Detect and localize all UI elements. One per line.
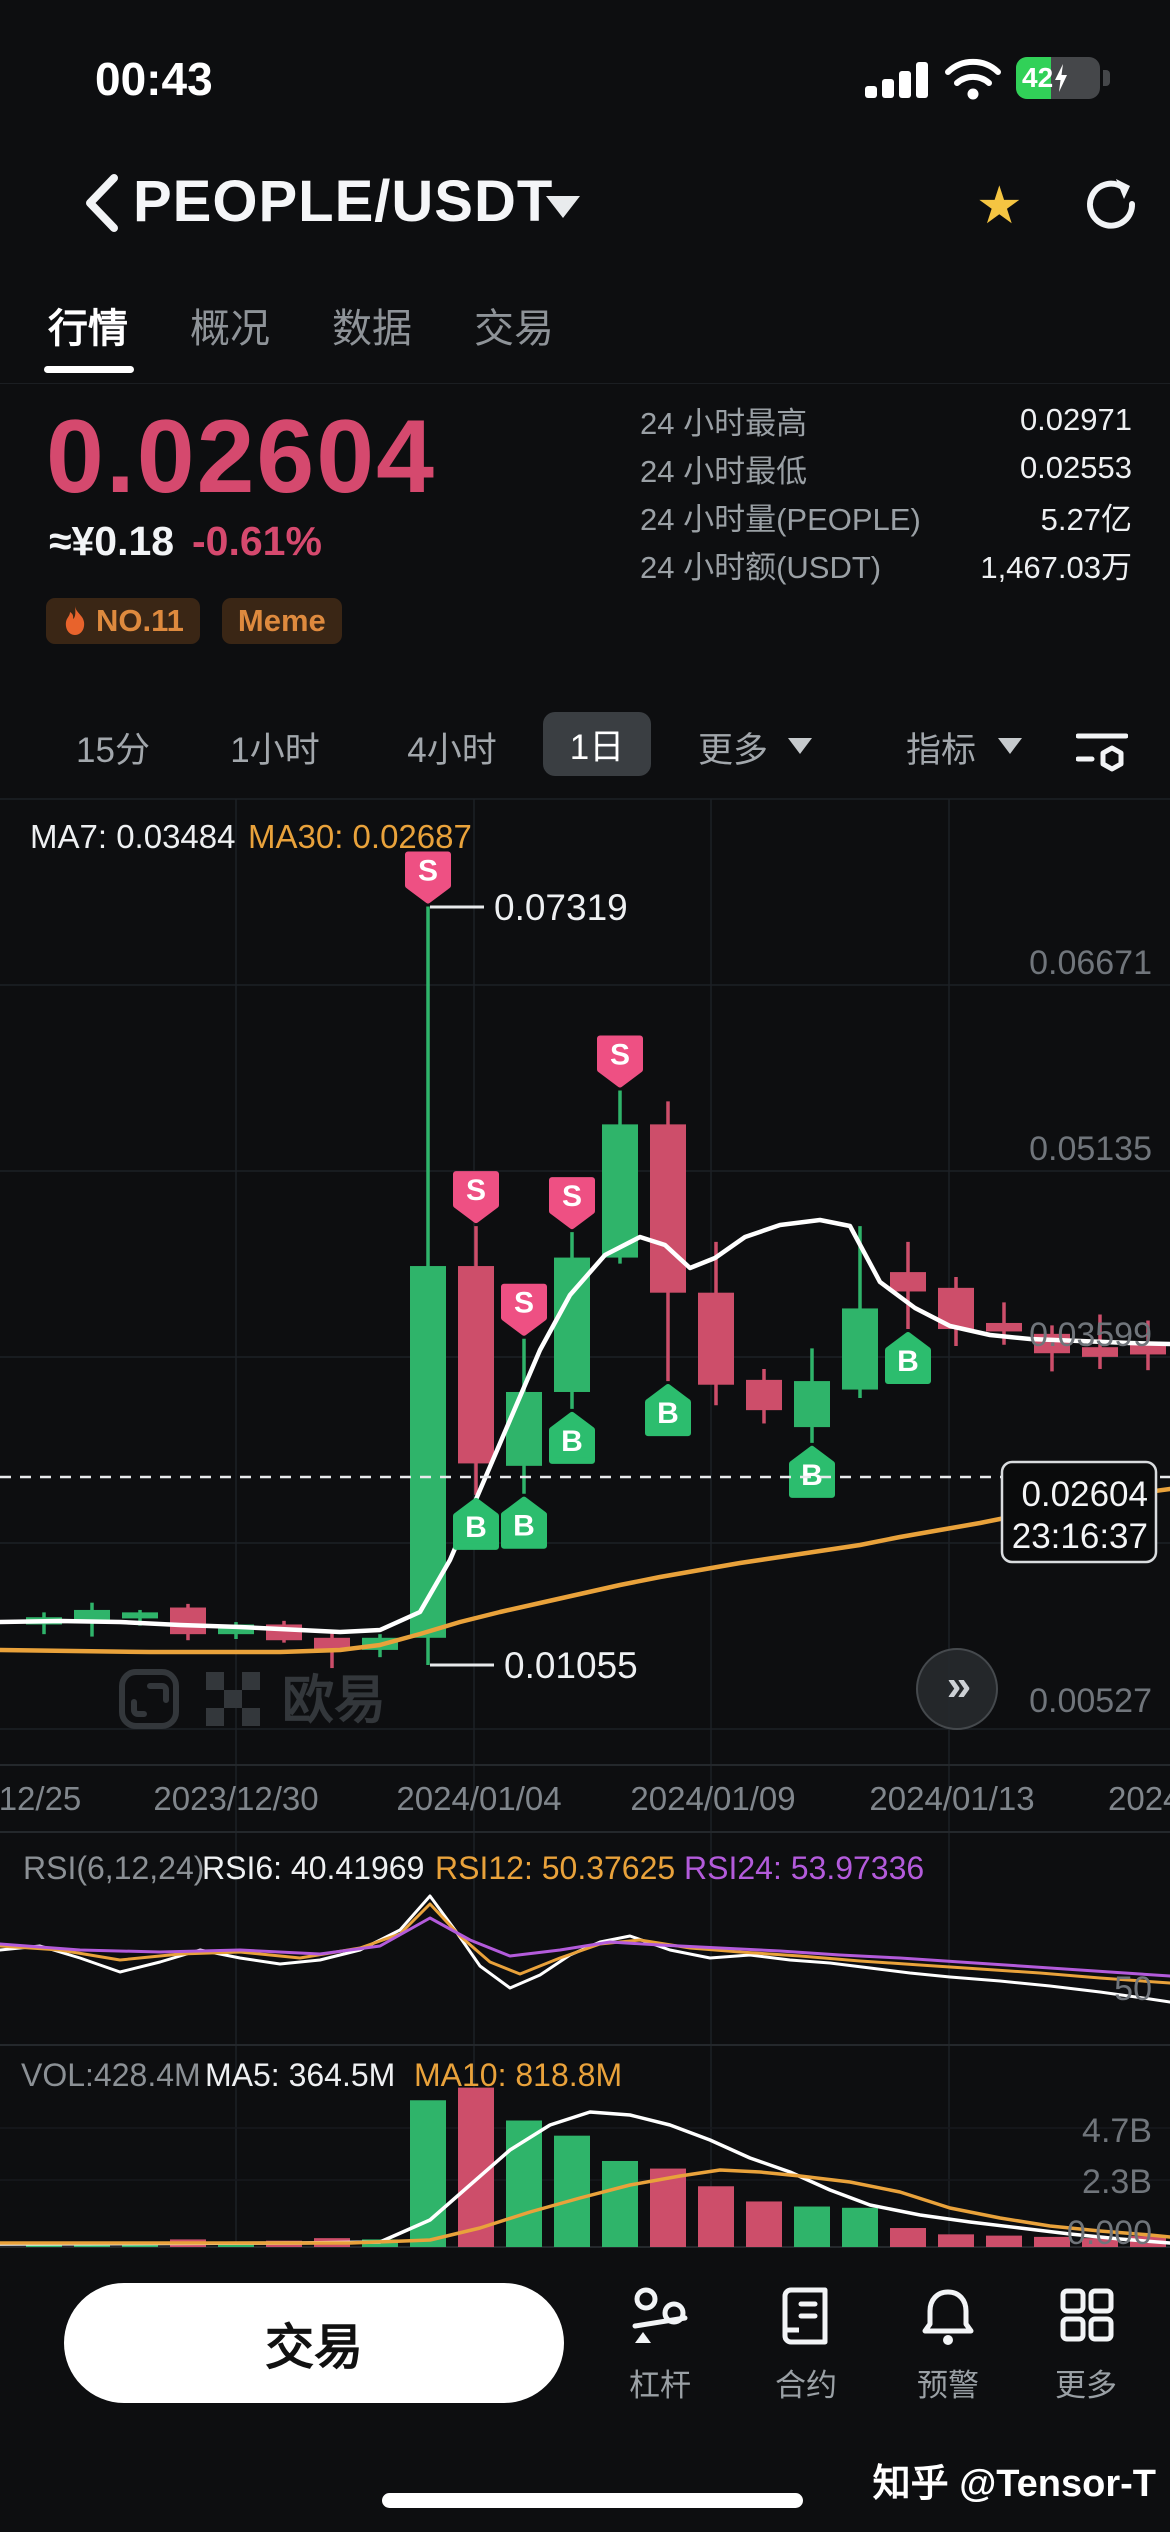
- ma7-legend: MA7: 0.03484: [30, 818, 235, 855]
- refresh-icon[interactable]: [1082, 176, 1142, 232]
- rsi6-legend: RSI6: 40.41969: [202, 1850, 424, 1886]
- vol-axis-label: 4.7B: [1082, 2112, 1152, 2150]
- bell-icon: [922, 2289, 974, 2345]
- watermark-brand: 欧易: [282, 1672, 386, 1730]
- last-price: 0.02604: [46, 399, 436, 515]
- page-title: PEOPLE/USDT: [133, 169, 554, 234]
- clock: 00:43: [95, 53, 213, 105]
- wifi-icon: [945, 58, 1001, 100]
- back-button[interactable]: [78, 172, 128, 234]
- x-label: 2024/01/09: [630, 1780, 795, 1817]
- tab-trade[interactable]: 交易: [474, 307, 554, 351]
- stat-row: 24 小时最高 0.02971: [640, 402, 1132, 441]
- stats-24h: 24 小时最高 0.02971 24 小时最低 0.02553 24 小时量(PEO…: [640, 396, 1132, 588]
- tab-overview[interactable]: 概况: [190, 307, 270, 351]
- cellular-signal-icon: [865, 60, 931, 98]
- vol-ma10-legend: MA10: 818.8M: [414, 2057, 622, 2093]
- indicator-caret-icon: [998, 738, 1022, 754]
- svg-text:B: B: [561, 1425, 583, 1458]
- stat-row: 24 小时最低 0.02553: [640, 450, 1132, 489]
- svg-text:S: S: [514, 1287, 534, 1320]
- battery-icon: 42: [1016, 57, 1100, 99]
- favorite-star-icon[interactable]: ★: [976, 177, 1023, 235]
- scroll-to-latest-button[interactable]: »: [916, 1648, 998, 1730]
- rsi12-legend: RSI12: 50.37625: [435, 1850, 675, 1886]
- x-label: 2024/01/13: [869, 1780, 1034, 1817]
- nav-contract[interactable]: 合约: [746, 2286, 866, 2405]
- okx-logo-icon: [206, 1672, 260, 1726]
- okx-watermark: 欧易: [119, 1669, 386, 1730]
- svg-text:B: B: [801, 1459, 823, 1492]
- chart-settings-icon[interactable]: [1076, 726, 1128, 772]
- svg-text:B: B: [657, 1397, 679, 1430]
- x-label: 2024/: [1108, 1780, 1170, 1817]
- nav-leverage[interactable]: 杠杆: [600, 2286, 720, 2405]
- y-label: 0.03599: [1029, 1316, 1152, 1354]
- vol-axis-label: 2.3B: [1082, 2163, 1152, 2201]
- svg-text:S: S: [418, 855, 438, 888]
- contract-icon: [782, 2287, 828, 2345]
- x-label: 2024/01/04: [396, 1780, 561, 1817]
- tab-bar: 行情 概况 数据 交易: [48, 296, 554, 354]
- battery-percent: 42: [1022, 62, 1054, 93]
- nav-alert[interactable]: 预警: [888, 2286, 1008, 2405]
- fiat-price: ≈¥0.18: [49, 518, 175, 564]
- timeframe-4h[interactable]: 4小时: [407, 731, 497, 770]
- indicator-button[interactable]: 指标: [905, 731, 977, 770]
- svg-text:S: S: [466, 1174, 486, 1207]
- active-tab-underline: [44, 366, 134, 373]
- svg-text:B: B: [465, 1511, 487, 1544]
- y-label: 0.06671: [1029, 944, 1152, 982]
- y-label: 0.05135: [1029, 1130, 1152, 1168]
- vol-ma5-legend: MA5: 364.5M: [205, 2057, 395, 2093]
- grid-icon: [1060, 2288, 1114, 2342]
- vol-axis-label: 0.000: [1067, 2214, 1152, 2250]
- hot-rank-badge[interactable]: NO.11: [46, 598, 200, 644]
- x-label: 2023/12/30: [153, 1780, 318, 1817]
- timeframe-1h[interactable]: 1小时: [230, 731, 320, 770]
- svg-text:S: S: [562, 1180, 582, 1213]
- x-label: 12/25: [0, 1780, 81, 1817]
- more-timeframes-button[interactable]: 更多: [697, 731, 769, 770]
- battery-cap: [1103, 70, 1110, 86]
- low-annotation-label: 0.01055: [504, 1645, 638, 1686]
- leverage-icon: [632, 2287, 688, 2343]
- meme-tag-badge[interactable]: Meme: [221, 598, 342, 644]
- tooltip-price: 0.02604: [1021, 1475, 1148, 1514]
- rsi-level-label: 50: [1114, 1970, 1152, 2008]
- candles: [26, 906, 1166, 1669]
- chart-toolbar: 15分 1小时 4小时 1日 更多 指标: [0, 712, 1170, 778]
- svg-text:S: S: [610, 1038, 630, 1071]
- ma30-legend: MA30: 0.02687: [248, 818, 472, 855]
- chart-gridlines: [0, 798, 1170, 2248]
- last-price-tooltip: [1000, 1460, 1158, 1564]
- y-label: 0.00527: [1029, 1682, 1152, 1720]
- timeframe-1d-selected[interactable]: 1日: [543, 712, 651, 776]
- nav-more[interactable]: 更多: [1026, 2286, 1146, 2405]
- stat-row: 24 小时量(PEOPLE) 5.27亿: [640, 501, 1132, 537]
- timeframe-15m[interactable]: 15分: [76, 731, 150, 770]
- svg-text:B: B: [513, 1510, 535, 1543]
- footer-credit: 知乎 @Tensor-T: [872, 2463, 1156, 2505]
- battery-fill: [1016, 57, 1052, 99]
- home-indicator[interactable]: [382, 2493, 803, 2508]
- tooltip-time: 23:16:37: [1012, 1517, 1148, 1556]
- svg-text:B: B: [897, 1345, 919, 1378]
- flame-icon: [65, 606, 85, 635]
- more-caret-icon: [788, 738, 812, 754]
- vol-legend: VOL:428.4M: [21, 2057, 201, 2093]
- rsi-title: RSI(6,12,24): [23, 1850, 204, 1886]
- pair-dropdown-caret-icon[interactable]: [546, 196, 580, 218]
- stat-row: 24 小时额(USDT) 1,467.03万: [640, 549, 1132, 585]
- tab-data[interactable]: 数据: [332, 307, 412, 351]
- high-annotation-label: 0.07319: [494, 887, 628, 928]
- change-percent: -0.61%: [192, 518, 322, 564]
- trade-button[interactable]: 交易: [64, 2283, 564, 2403]
- rsi24-legend: RSI24: 53.97336: [684, 1850, 924, 1886]
- tab-quotes[interactable]: 行情: [48, 307, 128, 351]
